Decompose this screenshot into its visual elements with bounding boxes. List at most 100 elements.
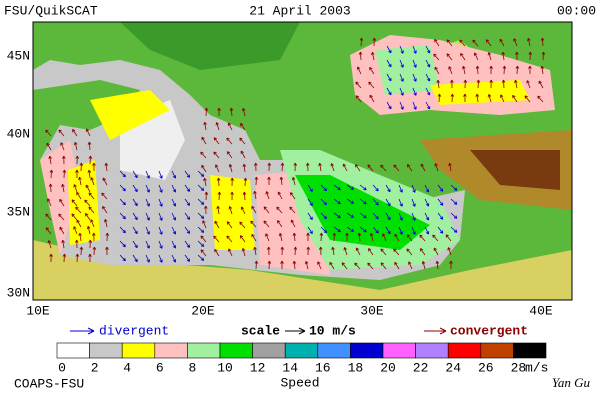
wind-vector — [433, 53, 440, 61]
wind-vector — [171, 240, 177, 249]
wind-vector — [59, 226, 65, 235]
wind-vector — [251, 205, 257, 214]
wind-vector — [446, 53, 453, 61]
wind-vector — [346, 212, 354, 218]
wind-vector — [202, 220, 207, 229]
wind-vector — [78, 232, 82, 242]
scale-value: 10 m/s — [309, 323, 356, 338]
wind-vector — [343, 247, 348, 256]
wind-vector — [241, 107, 246, 117]
wind-vector — [280, 162, 285, 172]
wind-vector — [241, 248, 246, 257]
wind-vector — [307, 198, 313, 207]
wind-vector — [386, 87, 392, 96]
colorbar-title: Speed — [280, 375, 319, 390]
map-frame — [32, 21, 573, 301]
wind-vector — [200, 151, 207, 159]
wind-vector — [239, 221, 246, 229]
wind-vector — [512, 94, 518, 103]
wind-vector — [61, 183, 65, 193]
header-left: FSU/QuikSCAT — [4, 3, 98, 18]
wind-vector — [450, 198, 458, 205]
wind-vector — [75, 206, 82, 214]
wind-vector — [485, 39, 492, 47]
wind-vector — [267, 176, 271, 186]
wind-vector — [528, 51, 533, 61]
wind-vector — [213, 151, 220, 159]
wind-vector — [200, 249, 207, 257]
wind-vector — [424, 198, 430, 207]
wind-vector — [437, 184, 444, 192]
wind-vector — [119, 226, 126, 234]
map: 45N 40N 35N 30N 10E 20E 30E 40E — [7, 21, 573, 318]
wind-vector — [380, 248, 387, 256]
wind-vector — [412, 101, 417, 110]
wind-vector — [254, 260, 259, 270]
wind-vector — [213, 235, 220, 243]
wind-vector — [215, 164, 220, 173]
wind-vector — [317, 261, 322, 270]
wind-vector — [332, 232, 337, 242]
wind-vector — [385, 212, 391, 221]
wind-vector — [145, 254, 150, 263]
wind-vector — [158, 170, 163, 179]
colorbar: m/s Speed 0 2 4 6 8 10 12 14 16 18 20 22 24 26 28 — [56, 342, 548, 390]
wind-vector — [230, 191, 234, 201]
wind-vector — [450, 226, 458, 233]
colorbar-box — [317, 342, 351, 359]
colorbar-box — [219, 342, 253, 359]
colorbar-box — [447, 342, 482, 359]
colorbar-box — [284, 342, 319, 359]
wind-vector — [434, 38, 440, 47]
wind-vector — [46, 142, 52, 151]
wind-vector — [526, 80, 531, 89]
scale-arrow-head — [298, 327, 306, 335]
wind-vector — [537, 95, 544, 103]
wind-vector — [331, 246, 335, 256]
wind-vector — [289, 192, 296, 200]
colorbar-label: 10 — [217, 360, 233, 375]
wind-vector — [171, 254, 177, 263]
wind-vector — [263, 220, 270, 228]
lat-label: 40N — [7, 126, 30, 141]
wind-vector — [104, 162, 109, 172]
wind-vector — [102, 177, 108, 186]
wind-vector — [527, 37, 531, 47]
wind-vector — [437, 226, 444, 234]
wind-vector — [358, 51, 363, 61]
wind-vector — [380, 262, 387, 270]
wind-vector — [394, 261, 400, 270]
wind-vector — [158, 198, 163, 207]
wind-vector — [346, 226, 354, 232]
wind-vector — [330, 163, 335, 172]
header-time: 00:00 — [557, 3, 596, 18]
wind-vector — [318, 162, 322, 172]
wind-vector — [78, 176, 82, 186]
wind-vector — [475, 65, 480, 75]
wind-vector — [320, 184, 327, 192]
wind-vector — [226, 235, 233, 243]
colorbar-box — [382, 342, 416, 359]
wind-vector — [386, 59, 392, 68]
wind-vector — [419, 248, 426, 256]
wind-vector — [253, 190, 257, 200]
wind-vector — [472, 39, 479, 47]
wind-vector — [538, 80, 544, 89]
wind-vector — [240, 123, 246, 131]
wind-vector — [346, 198, 354, 204]
wind-vector — [446, 39, 453, 47]
wind-vector — [119, 254, 126, 262]
wind-vector — [132, 254, 138, 263]
wind-vector — [203, 177, 207, 187]
wind-vector — [359, 37, 364, 47]
wind-vector — [399, 59, 404, 68]
wind-vector — [85, 213, 91, 221]
wind-vector — [216, 205, 220, 215]
wind-vector — [45, 227, 52, 235]
colorbar-label: 26 — [478, 360, 494, 375]
wind-vector — [292, 260, 297, 270]
black-sea-yellow — [430, 80, 530, 105]
wind-vector — [437, 198, 444, 206]
wind-vector — [90, 177, 95, 186]
wind-vector — [513, 38, 518, 47]
